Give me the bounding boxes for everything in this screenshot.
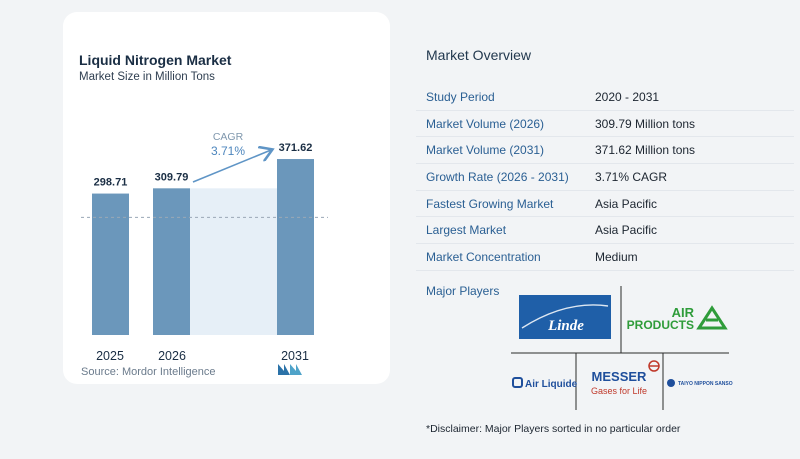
cagr-label: CAGR bbox=[213, 131, 244, 143]
linde-logo: Linde bbox=[519, 295, 611, 339]
overview-title: Market Overview bbox=[426, 47, 532, 63]
bar-2026 bbox=[153, 188, 190, 335]
svg-text:Air Liquide: Air Liquide bbox=[525, 379, 578, 390]
chart-title: Liquid Nitrogen Market bbox=[79, 52, 232, 68]
category-label-2031: 2031 bbox=[281, 349, 309, 363]
bar-chart: 298.71 2025 309.79 2026 371.62 2031 CAGR 3.71… bbox=[81, 131, 328, 363]
table-row: Study Period 2020 - 2031 bbox=[416, 84, 794, 111]
row-key: Growth Rate (2026 - 2031) bbox=[426, 170, 569, 185]
category-label-2026: 2026 bbox=[158, 349, 186, 363]
svg-text:MESSER: MESSER bbox=[592, 369, 648, 384]
table-row: Market Volume (2026) 309.79 Million tons bbox=[416, 111, 794, 138]
projection-band bbox=[190, 188, 277, 335]
row-key: Fastest Growing Market bbox=[426, 196, 554, 211]
major-players-label: Major Players bbox=[426, 284, 500, 298]
disclaimer: *Disclaimer: Major Players sorted in no … bbox=[426, 423, 681, 435]
row-key: Market Volume (2031) bbox=[426, 143, 545, 158]
mordor-intelligence-logo bbox=[278, 364, 302, 375]
bar-2025 bbox=[92, 193, 129, 335]
value-label-2031: 371.62 bbox=[279, 142, 313, 154]
market-overview: Market Overview Study Period 2020 - 2031… bbox=[416, 0, 800, 459]
svg-text:Linde: Linde bbox=[547, 318, 584, 334]
row-value: 3.71% CAGR bbox=[595, 170, 668, 185]
svg-text:AIR: AIR bbox=[672, 305, 695, 320]
chart-subtitle: Market Size in Million Tons bbox=[79, 71, 215, 83]
bar-2031 bbox=[277, 159, 314, 335]
row-value: Asia Pacific bbox=[595, 223, 658, 238]
svg-text:PRODUCTS: PRODUCTS bbox=[627, 318, 694, 332]
overview-table: Study Period 2020 - 2031 Market Volume (… bbox=[416, 84, 794, 271]
air-liquide-logo: Air Liquide bbox=[512, 377, 578, 390]
svg-text:Gases for Life: Gases for Life bbox=[591, 386, 647, 396]
table-row: Market Volume (2031) 371.62 Million tons bbox=[416, 137, 794, 165]
major-players-logos: Linde AIR PRODUCTS Air Liquide MESSER Ga… bbox=[511, 286, 733, 410]
value-label-2025: 298.71 bbox=[94, 177, 128, 189]
row-key: Largest Market bbox=[426, 223, 507, 238]
row-key: Market Volume (2026) bbox=[426, 116, 545, 131]
row-key: Market Concentration bbox=[426, 250, 541, 265]
table-row: Largest Market Asia Pacific bbox=[416, 217, 794, 245]
cagr-value: 3.71% bbox=[211, 144, 245, 158]
svg-text:TAIYO NIPPON SANSO: TAIYO NIPPON SANSO bbox=[678, 381, 733, 387]
table-row: Fastest Growing Market Asia Pacific bbox=[416, 191, 794, 218]
air-products-logo: AIR PRODUCTS bbox=[627, 305, 728, 332]
category-label-2025: 2025 bbox=[96, 349, 124, 363]
cagr-arrow bbox=[192, 150, 271, 183]
table-row: Growth Rate (2026 - 2031) 3.71% CAGR bbox=[416, 164, 794, 191]
row-value: 371.62 Million tons bbox=[595, 143, 696, 158]
row-value: 309.79 Million tons bbox=[595, 116, 696, 131]
row-value: Medium bbox=[595, 250, 638, 265]
value-label-2026: 309.79 bbox=[155, 171, 189, 183]
row-value: Asia Pacific bbox=[595, 196, 658, 211]
chart-card: Liquid Nitrogen Market Market Size in Mi… bbox=[63, 12, 390, 384]
chart-source: Source: Mordor Intelligence bbox=[81, 366, 216, 378]
messer-logo: MESSER Gases for Life bbox=[591, 360, 660, 396]
row-value: 2020 - 2031 bbox=[595, 90, 660, 104]
taiyo-nippon-sanso-logo: TAIYO NIPPON SANSO bbox=[667, 379, 733, 387]
table-row: Market Concentration Medium bbox=[416, 244, 794, 271]
row-key: Study Period bbox=[426, 90, 495, 104]
